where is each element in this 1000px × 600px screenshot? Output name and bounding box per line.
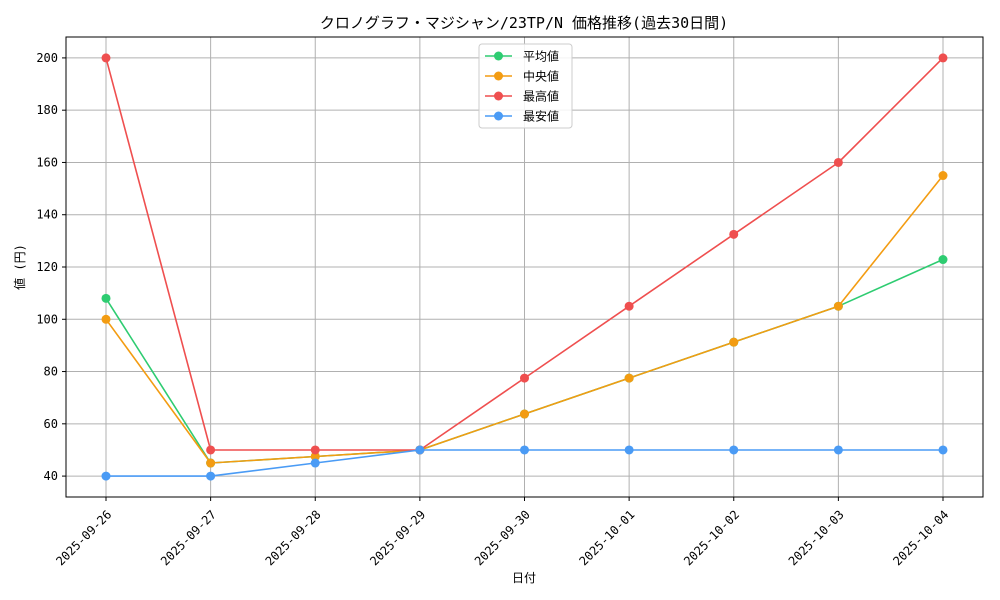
y-tick-label: 80 xyxy=(44,365,58,379)
data-point xyxy=(729,337,739,347)
y-tick-label: 160 xyxy=(36,155,58,169)
data-point xyxy=(624,373,634,383)
legend-marker xyxy=(494,51,503,61)
x-tick-label: 2025-10-02 xyxy=(681,507,742,568)
data-point xyxy=(310,445,320,455)
x-tick-label: 2025-09-26 xyxy=(53,507,114,568)
y-tick-label: 60 xyxy=(44,417,58,431)
x-axis-label: 日付 xyxy=(512,571,536,585)
x-tick-label: 2025-10-03 xyxy=(786,507,847,568)
data-point xyxy=(520,373,529,383)
data-point xyxy=(938,53,948,63)
data-point xyxy=(101,53,111,63)
data-point xyxy=(520,445,529,455)
data-point xyxy=(833,301,843,311)
x-tick-label: 2025-09-27 xyxy=(158,507,219,568)
data-point xyxy=(833,445,843,455)
data-point xyxy=(938,171,948,181)
legend-label: 平均値 xyxy=(523,49,559,64)
legend-marker xyxy=(494,71,503,81)
data-point xyxy=(310,451,320,461)
x-tick-label: 2025-10-04 xyxy=(890,507,951,568)
data-point xyxy=(729,445,739,455)
y-tick-label: 120 xyxy=(36,260,58,274)
data-point xyxy=(101,293,111,303)
x-tick-label: 2025-09-29 xyxy=(367,507,428,568)
legend-label: 最安値 xyxy=(523,109,559,124)
x-tick-label: 2025-09-30 xyxy=(472,507,533,568)
data-point xyxy=(624,445,634,455)
data-point xyxy=(206,445,216,455)
legend-marker xyxy=(494,91,503,101)
x-tick-label: 2025-10-01 xyxy=(576,507,637,568)
data-point xyxy=(833,157,843,167)
y-axis: 40 60 80 100 120 140 160 180 200 xyxy=(36,51,66,483)
data-point xyxy=(938,445,948,455)
y-axis-label: 値 (円) xyxy=(12,244,27,290)
data-point xyxy=(415,445,425,455)
legend-label: 中央値 xyxy=(523,69,559,84)
data-point xyxy=(624,301,634,311)
data-point xyxy=(729,229,739,239)
legend-box xyxy=(478,43,573,129)
data-point xyxy=(520,409,529,419)
x-tick-label: 2025-09-28 xyxy=(263,507,324,568)
data-point xyxy=(101,471,111,481)
y-tick-label: 100 xyxy=(36,312,58,326)
legend-marker xyxy=(494,111,503,121)
series-layer xyxy=(101,53,948,481)
y-tick-label: 200 xyxy=(36,51,58,65)
y-tick-label: 180 xyxy=(36,103,58,117)
data-point xyxy=(938,255,948,265)
x-axis: 2025-09-26 2025-09-27 2025-09-28 2025-09-29… xyxy=(53,497,951,568)
chart-title: クロノグラフ・マジシャン/23TP/N 価格推移(過去30日間) xyxy=(320,14,728,32)
data-point xyxy=(206,458,216,468)
data-point xyxy=(206,471,216,481)
y-tick-label: 140 xyxy=(36,208,58,222)
data-point xyxy=(310,458,320,468)
data-point xyxy=(101,314,111,324)
y-tick-label: 40 xyxy=(44,469,58,483)
legend-label: 最高値 xyxy=(523,89,559,104)
